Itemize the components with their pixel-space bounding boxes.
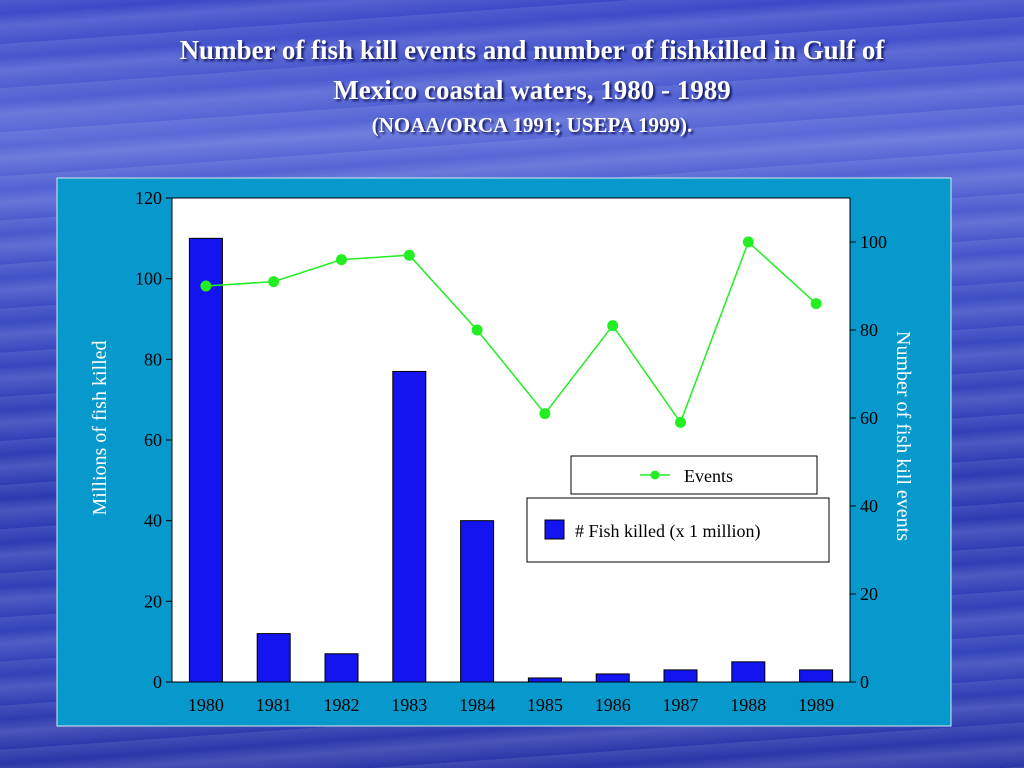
bar-fish-killed-1984 <box>460 520 495 683</box>
point-events-1981 <box>268 276 280 288</box>
point-events-1989 <box>810 298 822 310</box>
point-events-1987 <box>675 416 686 428</box>
slide-title-line-1: Number of fish kill events and number of… <box>179 35 885 65</box>
y-right-tick-label: 20 <box>860 584 878 604</box>
x-tick-label: 1986 <box>595 695 631 715</box>
y-right-tick-label: 40 <box>860 496 878 516</box>
point-events-1983 <box>403 249 415 261</box>
y-left-tick-label: 80 <box>144 349 162 369</box>
x-tick-label: 1981 <box>256 695 292 715</box>
y-right-tick-label: 80 <box>860 320 878 340</box>
x-tick-label: 1985 <box>527 695 563 715</box>
legend-bars-swatch <box>544 519 565 540</box>
plot-area <box>171 197 851 683</box>
y-left-tick-label: 120 <box>135 188 162 208</box>
y-left-axis-title: Millions of fish killed <box>89 341 111 516</box>
bar-fish-killed-1988 <box>731 661 766 683</box>
point-events-1982 <box>336 254 347 266</box>
point-events-1985 <box>539 408 551 420</box>
legend-events-marker <box>650 470 660 480</box>
x-tick-label: 1988 <box>730 695 766 715</box>
legend-bars-label: # Fish killed (x 1 million) <box>575 521 761 542</box>
x-tick-label: 1987 <box>663 695 699 715</box>
bar-fish-killed-1986 <box>595 673 630 683</box>
line-events <box>205 240 817 424</box>
x-tick-label: 1980 <box>188 695 224 715</box>
bar-fish-killed-1983 <box>392 370 427 683</box>
bar-fish-killed-1989 <box>799 669 834 683</box>
point-events-1988 <box>742 236 754 248</box>
point-events-1984 <box>471 324 483 336</box>
slide-subtitle: (NOAA/ORCA 1991; USEPA 1999). <box>371 113 693 137</box>
y-right-tick-label: 60 <box>860 408 878 428</box>
bar-fish-killed-1980 <box>188 237 223 683</box>
point-events-1980 <box>200 280 212 292</box>
y-right-tick-label: 0 <box>860 672 869 692</box>
legend-bars-box <box>526 497 830 563</box>
y-left-tick-label: 0 <box>153 672 162 692</box>
y-left-tick-label: 40 <box>144 511 162 531</box>
slide-title-line-2: Mexico coastal waters, 1980 - 1989 <box>333 75 731 105</box>
y-right-axis-title: Number of fish kill events <box>892 331 914 541</box>
bar-fish-killed-1987 <box>663 669 698 683</box>
x-tick-label: 1983 <box>391 695 427 715</box>
x-tick-label: 1982 <box>324 695 360 715</box>
legend-events-box <box>570 455 818 495</box>
x-tick-label: 1984 <box>459 695 495 715</box>
y-left-tick-label: 60 <box>144 430 162 450</box>
legend-events-label: Events <box>684 466 733 486</box>
slide-title-block: Number of fish kill events and number of… <box>40 30 1024 140</box>
point-events-1986 <box>607 320 619 332</box>
bar-fish-killed-1982 <box>324 653 359 683</box>
bar-fish-killed-1985 <box>527 677 562 683</box>
y-left-tick-label: 20 <box>144 591 162 611</box>
x-tick-label: 1989 <box>798 695 834 715</box>
y-left-tick-label: 100 <box>135 269 162 289</box>
y-right-tick-label: 100 <box>860 232 887 252</box>
bar-fish-killed-1981 <box>256 633 291 683</box>
